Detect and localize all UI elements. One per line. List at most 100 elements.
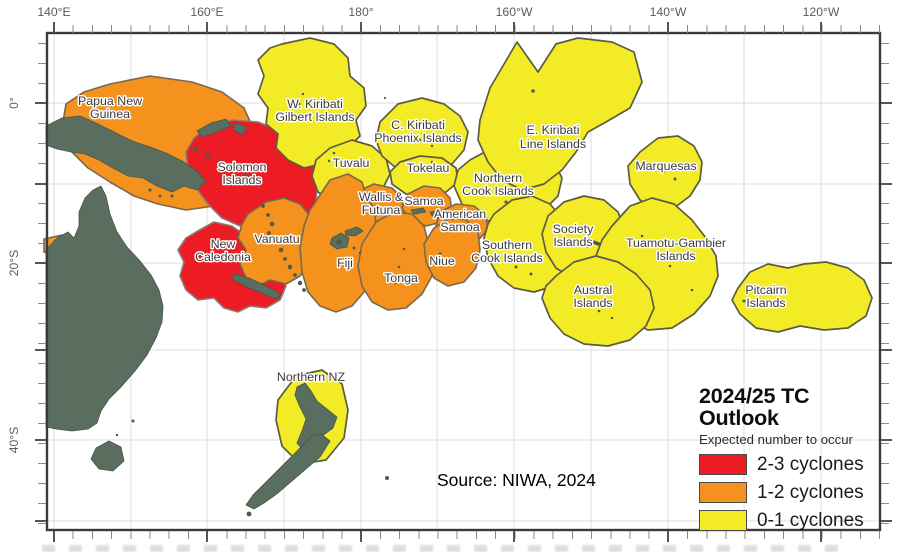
top-major-tick (206, 22, 208, 33)
region-label: Islands (746, 296, 785, 310)
land-nz-south-island (245, 433, 331, 510)
region-label: Vanuatu (254, 232, 299, 246)
legend-swatch-orange (699, 482, 747, 503)
latitude-label: 40°S (7, 426, 21, 454)
longitude-label: 120°W (802, 5, 840, 19)
left-major-tick (35, 439, 46, 441)
region-label: Tokelau (407, 161, 450, 175)
region-label: Northern (474, 171, 522, 185)
region-label: Cook Islands (471, 251, 543, 265)
longitude-label: 160°E (190, 5, 224, 19)
left-minor-ticks (38, 33, 46, 530)
top-minor-ticks (46, 25, 880, 33)
legend-row-2-3: 2-3 cyclones (699, 454, 891, 475)
map-frame (45, 31, 882, 532)
right-major-tick (881, 102, 892, 104)
fiji-lake-speck (336, 239, 342, 245)
region-label: Wallis & (359, 190, 404, 204)
region-label: Pitcairn (745, 283, 786, 297)
latitude-label: 0° (7, 97, 21, 109)
region-marquesas (627, 135, 703, 211)
region-label: Fiji (337, 256, 353, 270)
region-label: American (434, 207, 486, 221)
top-major-tick (360, 22, 362, 33)
land-new-britain-arc (196, 118, 248, 138)
region-label: New (211, 237, 236, 251)
top-major-tick (667, 22, 669, 33)
longitude-label: 140°E (37, 5, 71, 19)
region-label: Southern (482, 238, 532, 252)
region-label: Caledonia (195, 250, 251, 264)
source-note: Source: NIWA, 2024 (437, 470, 596, 490)
region-label: W. Kiribati (287, 97, 343, 111)
bottom-major-tick (53, 531, 55, 542)
region-label: Islands (656, 249, 695, 263)
left-major-tick (35, 520, 46, 522)
left-major-tick (35, 349, 46, 351)
legend-item-label: 0-1 cyclones (757, 509, 864, 531)
top-major-tick (513, 22, 515, 33)
right-minor-ticks (881, 33, 889, 530)
bottom-major-tick (667, 531, 669, 542)
region-label: Niue (429, 254, 455, 268)
region-label: Guinea (90, 107, 130, 121)
longitude-label: 180° (348, 5, 374, 19)
land-tasmania (90, 440, 125, 472)
bottom-major-tick (206, 531, 208, 542)
region-labels: Papua New Guinea Solomon Islands New Cal… (77, 93, 789, 386)
region-label: Gilbert Islands (275, 110, 354, 124)
region-niue (423, 217, 481, 287)
region-label: Tuamotu-Gambier (626, 236, 726, 250)
land-new-guinea (45, 115, 207, 193)
region-label: Papua New (78, 94, 142, 108)
left-major-tick (35, 262, 46, 264)
region-label: Futuna (362, 203, 401, 217)
right-major-tick (881, 349, 892, 351)
region-label: Tonga (384, 271, 418, 285)
legend-item-label: 2-3 cyclones (757, 453, 864, 475)
bottom-major-tick (360, 531, 362, 542)
cutoff-caption-remnant (42, 545, 852, 552)
left-major-tick (35, 183, 46, 185)
legend-swatch-yellow (699, 510, 747, 531)
legend-title: 2024/25 TC Outlook (699, 384, 810, 430)
region-label: Phoenix Islands (374, 131, 461, 145)
land-masses (45, 115, 444, 510)
legend-item-label: 1-2 cyclones (757, 481, 864, 503)
region-label: Islands (573, 296, 612, 310)
land-samoa-islands (410, 207, 444, 217)
region-tokelau (389, 155, 459, 197)
region-label: Solomon (218, 160, 267, 174)
right-major-tick (881, 520, 892, 522)
latitude-label: 20°S (7, 249, 21, 277)
region-label: Northern NZ (277, 370, 346, 384)
region-label: Samoa (440, 220, 479, 234)
legend-subtitle: Expected number to occur (699, 432, 853, 447)
region-austral-islands (541, 255, 655, 347)
region-pitcairn-islands (731, 261, 873, 333)
region-label: Islands (553, 235, 592, 249)
longitude-label: 140°W (649, 5, 687, 19)
legend-row-1-2: 1-2 cyclones (699, 482, 891, 503)
top-major-tick (53, 22, 55, 33)
bottom-minor-ticks (46, 531, 880, 539)
region-label: Marquesas (635, 159, 696, 173)
right-major-tick (881, 439, 892, 441)
land-australia (45, 185, 164, 432)
region-label: Cook Islands (462, 184, 534, 198)
region-label: C. Kiribati (391, 118, 445, 132)
region-label: E. Kiribati (526, 123, 579, 137)
region-label: Austral (574, 283, 613, 297)
bottom-major-tick (820, 531, 822, 542)
region-label: Samoa (404, 194, 443, 208)
land-new-caledonia-island (230, 273, 282, 300)
right-major-tick (881, 183, 892, 185)
bottom-major-tick (513, 531, 515, 542)
legend-swatch-red (699, 454, 747, 475)
region-tonga (357, 211, 435, 311)
region-label: Islands (222, 173, 261, 187)
left-major-tick (35, 102, 46, 104)
island-specks (115, 89, 746, 517)
